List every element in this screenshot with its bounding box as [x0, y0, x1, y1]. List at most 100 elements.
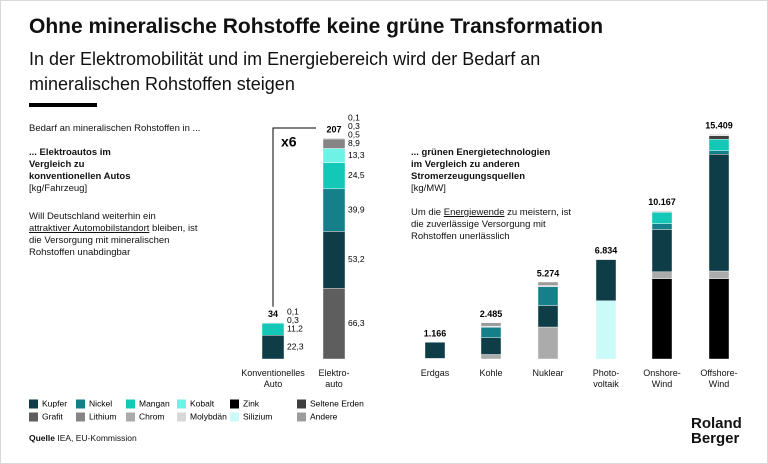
- value-label: 0,1: [348, 112, 360, 122]
- bar-segment: [595, 300, 617, 360]
- multiplier: x6: [281, 134, 297, 150]
- legend-swatch: [297, 412, 306, 422]
- value-label: 13,3: [348, 150, 365, 160]
- bar-segment: [708, 154, 730, 272]
- category-label: Konventionelles Auto: [241, 368, 305, 389]
- title-rule: [29, 103, 97, 107]
- note-text: Um die: [411, 207, 444, 218]
- bar-segment: [708, 133, 730, 136]
- bar-segment: [537, 286, 559, 306]
- bar-segment: [595, 259, 617, 301]
- legend-label: Lithium: [89, 411, 116, 421]
- category-label: Onshore- Wind: [643, 368, 681, 389]
- legend-label: Silizium: [243, 411, 272, 421]
- multiplier-bracket: [272, 127, 316, 307]
- bar-segment: [708, 150, 730, 155]
- category-label: Offshore- Wind: [700, 368, 738, 389]
- total-label: 6.834: [595, 246, 618, 256]
- bar-segment: [480, 326, 502, 338]
- legend-swatch: [29, 399, 38, 409]
- bar-segment: [537, 326, 559, 360]
- bar-segment: [651, 210, 673, 213]
- unit: [kg/MW]: [411, 183, 446, 194]
- bar-segment: [322, 188, 346, 232]
- total-label: 207: [326, 124, 341, 134]
- legend-swatch: [297, 399, 306, 409]
- legend-swatch: [177, 412, 186, 422]
- subtitle: In der Elektromobilität und im Energiebe…: [29, 49, 541, 94]
- bar-segment: [480, 354, 502, 360]
- bar-segment: [708, 138, 730, 151]
- bar-segment: [651, 271, 673, 279]
- category-label: Nuklear: [532, 368, 564, 378]
- heading: ... Elektroautos im Vergleich zu konvent…: [29, 147, 131, 182]
- total-label: 34: [268, 309, 278, 319]
- legend-swatch: [177, 399, 186, 409]
- value-label: 22,3: [287, 341, 304, 351]
- total-label: 5.274: [537, 268, 560, 278]
- bar-segment: [708, 270, 730, 279]
- value-label: 0,3: [348, 121, 360, 131]
- value-label: 24,5: [348, 170, 365, 180]
- category-label: Kohle: [479, 368, 503, 378]
- category-label: Photo- voltaik: [592, 368, 620, 389]
- value-label: 8,9: [348, 138, 360, 148]
- logo: Roland Berger: [691, 415, 742, 447]
- bar-segment: [708, 278, 730, 360]
- bar-segment: [537, 281, 559, 286]
- bar-segment: [651, 223, 673, 230]
- legend-label: Nickel: [89, 398, 112, 408]
- legend-label: Kobalt: [190, 398, 215, 408]
- value-label: 39,9: [348, 204, 365, 214]
- legend-label: Seltene Erden: [310, 398, 364, 408]
- bar-segment: [322, 162, 346, 190]
- legend-swatch: [126, 412, 135, 422]
- bar-segment: [322, 138, 346, 149]
- bar-segment: [651, 278, 673, 360]
- legend-label: Chrom: [139, 411, 165, 421]
- legend-label: Andere: [310, 411, 338, 421]
- note: Will Deutschland weiterhin ein attraktiv…: [29, 211, 199, 259]
- bar-segment: [322, 231, 346, 289]
- source-label: Quelle: [29, 433, 55, 443]
- note-text: Will Deutschland weiterhin ein: [29, 211, 156, 222]
- bar-segment: [480, 322, 502, 327]
- legend-label: Mangan: [139, 398, 170, 408]
- total-label: 15.409: [705, 120, 733, 130]
- legend-swatch: [230, 412, 239, 422]
- note-text: bleiben, ist die Versorgung mit minerali…: [29, 223, 198, 258]
- source: Quelle IEA, EU-Kommission: [29, 433, 137, 443]
- bar-segment: [537, 305, 559, 328]
- legend-swatch: [230, 399, 239, 409]
- bar-segment: [261, 334, 285, 360]
- note-text: zu meistern, ist die zuverlässige Versor…: [411, 207, 572, 242]
- legend-swatch: [126, 399, 135, 409]
- bar-segment: [322, 288, 346, 360]
- value-label: 0,3: [287, 315, 299, 325]
- legend-label: Zink: [243, 398, 260, 408]
- total-label: 1.166: [424, 328, 447, 338]
- bar-segment: [480, 337, 502, 355]
- legend-label: Molybdän: [190, 411, 227, 421]
- value-label: 53,2: [348, 254, 365, 264]
- legend-swatch: [76, 399, 85, 409]
- unit: [kg/Fahrzeug]: [29, 183, 88, 194]
- category-label: Erdgas: [420, 368, 450, 378]
- bar-segment: [261, 323, 285, 336]
- total-label: 2.485: [480, 309, 503, 319]
- category-label: Elektro- auto: [318, 368, 350, 389]
- note-link: Energiewende: [443, 207, 505, 218]
- value-label: 11,2: [287, 323, 303, 333]
- bar-segment: [322, 148, 346, 163]
- source-text: IEA, EU-Kommission: [57, 433, 137, 443]
- bar-segment: [424, 342, 446, 359]
- note: Um die Energiewende zu meistern, ist die…: [411, 207, 571, 243]
- legend-swatch: [76, 412, 85, 422]
- note-link: attraktiver Automobilstandort: [29, 223, 150, 234]
- bar-segment: [651, 229, 673, 273]
- legend-label: Kupfer: [42, 398, 67, 408]
- value-label: 0,5: [348, 129, 360, 139]
- legend-swatch: [29, 412, 38, 422]
